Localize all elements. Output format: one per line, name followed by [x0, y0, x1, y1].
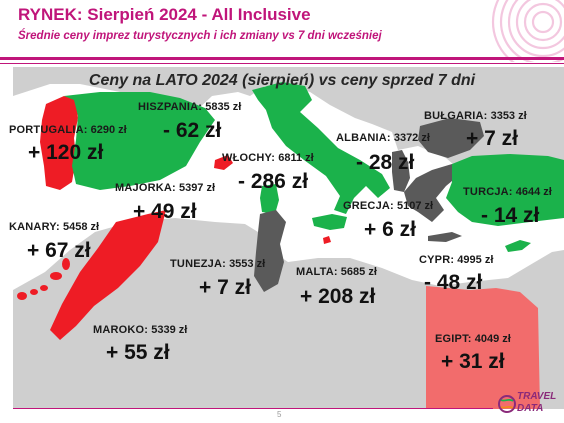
slide-subtitle: Średnie ceny imprez turystycznych i ich …: [18, 30, 382, 42]
region-sardynia: [260, 184, 279, 214]
name-majorka: MAJORKA:: [115, 182, 176, 194]
change-tunezja: + 7 zł: [199, 276, 251, 299]
map-title: Ceny na LATO 2024 (sierpień) vs ceny spr…: [88, 72, 476, 89]
region-tunezja: [254, 210, 286, 292]
change-wlochy: - 286 zł: [238, 170, 309, 193]
change-hiszpania: - 62 zł: [163, 119, 222, 142]
price-albania: 3372 zł: [393, 132, 430, 144]
label-egipt: EGIPT: 4049 zł: [435, 333, 511, 346]
label-hiszpania: HISZPANIA: 5835 zł: [138, 101, 241, 114]
name-turcja: TURCJA:: [463, 186, 513, 198]
region-cypr: [505, 240, 531, 252]
name-grecja: GRECJA:: [343, 200, 394, 212]
region-turcja: [446, 154, 564, 226]
label-portugalia: PORTUGALIA: 6290 zł: [9, 124, 127, 137]
label-albania: ALBANIA: 3372 zł: [336, 132, 430, 145]
logo-text-line1: TRAVEL: [517, 391, 557, 402]
label-grecja: GRECJA: 5107 zł: [343, 200, 433, 213]
label-tunezja: TUNEZJA: 3553 zł: [170, 258, 265, 271]
change-malta: + 208 zł: [300, 285, 376, 308]
label-turcja: TURCJA: 4644 zł: [463, 186, 552, 199]
page-number: 5: [277, 410, 282, 419]
region-kanary-4: [50, 272, 62, 280]
globe-icon: [498, 395, 516, 413]
change-grecja: + 6 zł: [364, 218, 416, 241]
label-wlochy: WŁOCHY: 6811 zł: [222, 152, 314, 165]
label-cypr: CYPR: 4995 zł: [419, 254, 493, 267]
price-majorka: 5397 zł: [178, 182, 216, 194]
region-grecja: [404, 164, 458, 222]
header-divider: [0, 57, 564, 60]
travel-data-logo: TRAVEL DATA: [497, 390, 563, 420]
price-bulgaria: 3353 zł: [490, 110, 527, 122]
region-albania: [392, 150, 410, 192]
change-kanary: + 67 zł: [27, 239, 91, 262]
price-turcja: 4644 zł: [515, 186, 552, 198]
region-kanary-3: [40, 285, 48, 291]
price-malta: 5685 zł: [340, 266, 377, 278]
price-egipt: 4049 zł: [474, 333, 511, 345]
label-bulgaria: BUŁGARIA: 3353 zł: [424, 110, 527, 123]
label-majorka: MAJORKA: 5397 zł: [115, 182, 215, 195]
change-portugalia: + 120 zł: [28, 141, 104, 164]
name-cypr: CYPR:: [419, 254, 455, 266]
name-malta: MALTA:: [296, 266, 338, 278]
name-tunezja: TUNEZJA:: [170, 258, 226, 270]
region-kreta: [428, 232, 462, 242]
map-panel: [13, 67, 564, 409]
region-sycylia: [312, 214, 347, 230]
map-canvas: [13, 67, 564, 409]
change-bulgaria: + 7 zł: [466, 127, 518, 150]
price-cypr: 4995 zł: [457, 254, 494, 266]
name-maroko: MAROKO:: [93, 324, 149, 336]
change-majorka: + 49 zł: [133, 200, 197, 223]
label-maroko: MAROKO: 5339 zł: [93, 324, 187, 337]
label-malta: MALTA: 5685 zł: [296, 266, 377, 279]
name-bulgaria: BUŁGARIA:: [424, 110, 488, 122]
price-maroko: 5339 zł: [151, 324, 188, 336]
change-albania: - 28 zł: [356, 151, 415, 174]
price-hiszpania: 5835 zł: [205, 101, 242, 113]
region-majorka: [214, 155, 233, 170]
region-bulgaria: [418, 118, 484, 158]
name-albania: ALBANIA:: [336, 132, 391, 144]
region-kanary-2: [30, 289, 38, 295]
region-egipt: [426, 286, 540, 409]
price-tunezja: 3553 zł: [229, 258, 266, 270]
price-wlochy: 6811 zł: [278, 152, 314, 164]
name-wlochy: WŁOCHY:: [222, 152, 276, 164]
region-wlochy: [252, 82, 390, 214]
change-maroko: + 55 zł: [106, 341, 170, 364]
label-kanary: KANARY: 5458 zł: [9, 221, 99, 234]
name-kanary: KANARY:: [9, 221, 60, 233]
change-turcja: - 14 zł: [481, 204, 540, 227]
region-kanary-1: [17, 292, 27, 300]
region-malta: [323, 236, 331, 244]
change-cypr: - 48 zł: [424, 271, 483, 294]
region-portugalia: [40, 96, 78, 190]
price-portugalia: 6290 zł: [90, 124, 127, 136]
name-portugalia: PORTUGALIA:: [9, 124, 88, 136]
price-kanary: 5458 zł: [62, 221, 100, 233]
header-divider-thin: [0, 63, 564, 64]
footer-divider: [13, 408, 493, 409]
region-maroko: [50, 210, 166, 340]
name-egipt: EGIPT:: [435, 333, 472, 345]
region-hiszpania: [64, 92, 215, 190]
change-egipt: + 31 zł: [441, 350, 505, 373]
price-grecja: 5107 zł: [396, 200, 434, 212]
header-decoration-arcs: [491, 0, 564, 62]
region-kanary-5: [62, 258, 70, 270]
slide-title: RYNEK: Sierpień 2024 - All Inclusive: [18, 5, 311, 24]
name-hiszpania: HISZPANIA:: [138, 101, 203, 113]
logo-text-line2: DATA: [517, 403, 544, 414]
